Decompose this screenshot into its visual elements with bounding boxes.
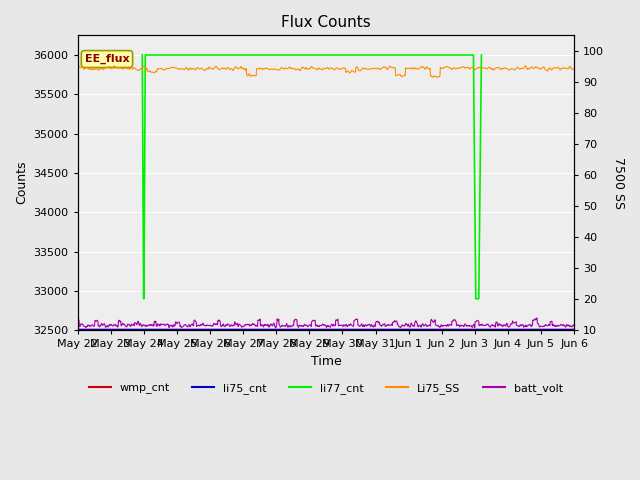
- Title: Flux Counts: Flux Counts: [281, 15, 371, 30]
- Y-axis label: Counts: Counts: [15, 161, 28, 204]
- Text: EE_flux: EE_flux: [84, 54, 129, 64]
- Y-axis label: 7500 SS: 7500 SS: [612, 157, 625, 209]
- X-axis label: Time: Time: [310, 355, 341, 368]
- Legend: wmp_cnt, li75_cnt, li77_cnt, Li75_SS, batt_volt: wmp_cnt, li75_cnt, li77_cnt, Li75_SS, ba…: [84, 379, 568, 398]
